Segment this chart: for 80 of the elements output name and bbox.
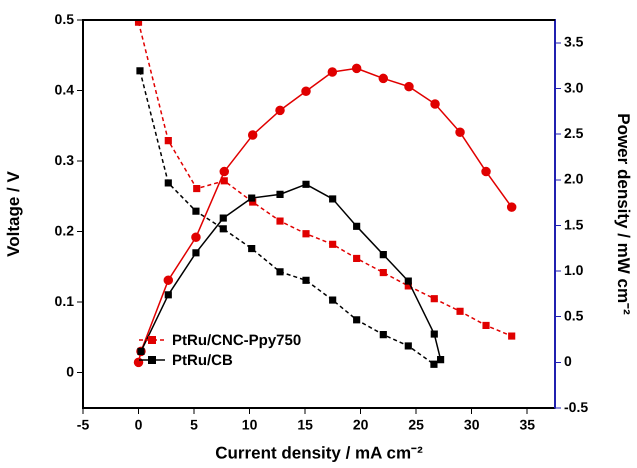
point (437, 356, 444, 364)
point (248, 244, 256, 252)
y2-tick-label: 1.0 (564, 262, 584, 278)
point (456, 308, 464, 315)
point (192, 208, 200, 215)
point (136, 67, 144, 74)
x-tick-label: -5 (76, 416, 90, 432)
point (404, 82, 414, 92)
point (430, 330, 438, 338)
point (353, 254, 360, 262)
x-tick-label: 15 (297, 416, 314, 432)
point (301, 86, 311, 96)
legend-label: PtRu/CB (172, 352, 233, 368)
point (164, 137, 172, 144)
x-tick-label: 20 (352, 416, 369, 432)
point (302, 180, 310, 188)
point (302, 276, 310, 284)
y2-tick-label: 2.5 (564, 124, 584, 141)
point (164, 179, 172, 187)
y2-tick-label: 1.5 (564, 216, 584, 232)
point (275, 106, 285, 116)
y2-tick-label: 0.5 (564, 308, 584, 324)
point (353, 316, 360, 324)
y-axis-title: Voltage / V (4, 170, 23, 257)
point (508, 332, 516, 340)
x-axis-title: Current density / mA cm⁻² (215, 443, 424, 462)
point (302, 230, 310, 238)
point (329, 240, 336, 248)
point (353, 222, 360, 230)
point (430, 360, 438, 368)
point (329, 195, 336, 203)
point (134, 358, 144, 368)
point (404, 342, 412, 350)
point (276, 268, 284, 276)
point (220, 177, 228, 184)
point (328, 67, 338, 77)
y2-tick-label: -0.5 (564, 398, 588, 415)
point (430, 295, 438, 302)
x-tick-label: 5 (190, 416, 198, 432)
point (248, 130, 258, 140)
point (329, 296, 336, 304)
point (380, 251, 387, 258)
point (404, 278, 412, 285)
y2-tick-label: 2.0 (564, 170, 584, 187)
x-tick-label: 25 (408, 416, 424, 432)
point (455, 128, 465, 138)
point (276, 190, 284, 198)
point (193, 185, 200, 192)
point (506, 202, 516, 212)
point (482, 322, 490, 330)
point (380, 331, 387, 338)
y2-tick-label: 3.0 (564, 79, 584, 96)
point (164, 291, 172, 298)
point (192, 249, 200, 256)
x-tick-label: 10 (242, 416, 258, 432)
y-tick-label: 0 (66, 364, 74, 380)
point (191, 232, 201, 242)
y2-tick-label: 3.5 (564, 34, 584, 50)
point (481, 166, 491, 176)
point (220, 225, 227, 232)
legend-label: PtRu/CNC-Ppy750 (172, 332, 302, 348)
x-tick-label: 35 (519, 416, 536, 432)
y-tick-label: 0.5 (54, 10, 74, 27)
point (276, 217, 284, 225)
y-tick-label: 0.1 (54, 293, 74, 310)
y-tick-label: 0.2 (54, 222, 74, 238)
y-tick-label: 0.3 (54, 152, 74, 168)
y2-axis-title: Power density / mW cm⁻² (614, 113, 634, 316)
x-tick-label: 0 (134, 416, 143, 432)
point (164, 275, 174, 285)
point (220, 166, 230, 176)
y2-tick-label: 0 (564, 353, 572, 370)
point (248, 194, 256, 202)
point (352, 64, 362, 74)
y-tick-label: 0.4 (54, 81, 74, 98)
point (378, 74, 388, 84)
point (380, 268, 387, 276)
point (220, 214, 227, 222)
x-tick-label: 30 (464, 416, 480, 432)
point (430, 99, 440, 109)
